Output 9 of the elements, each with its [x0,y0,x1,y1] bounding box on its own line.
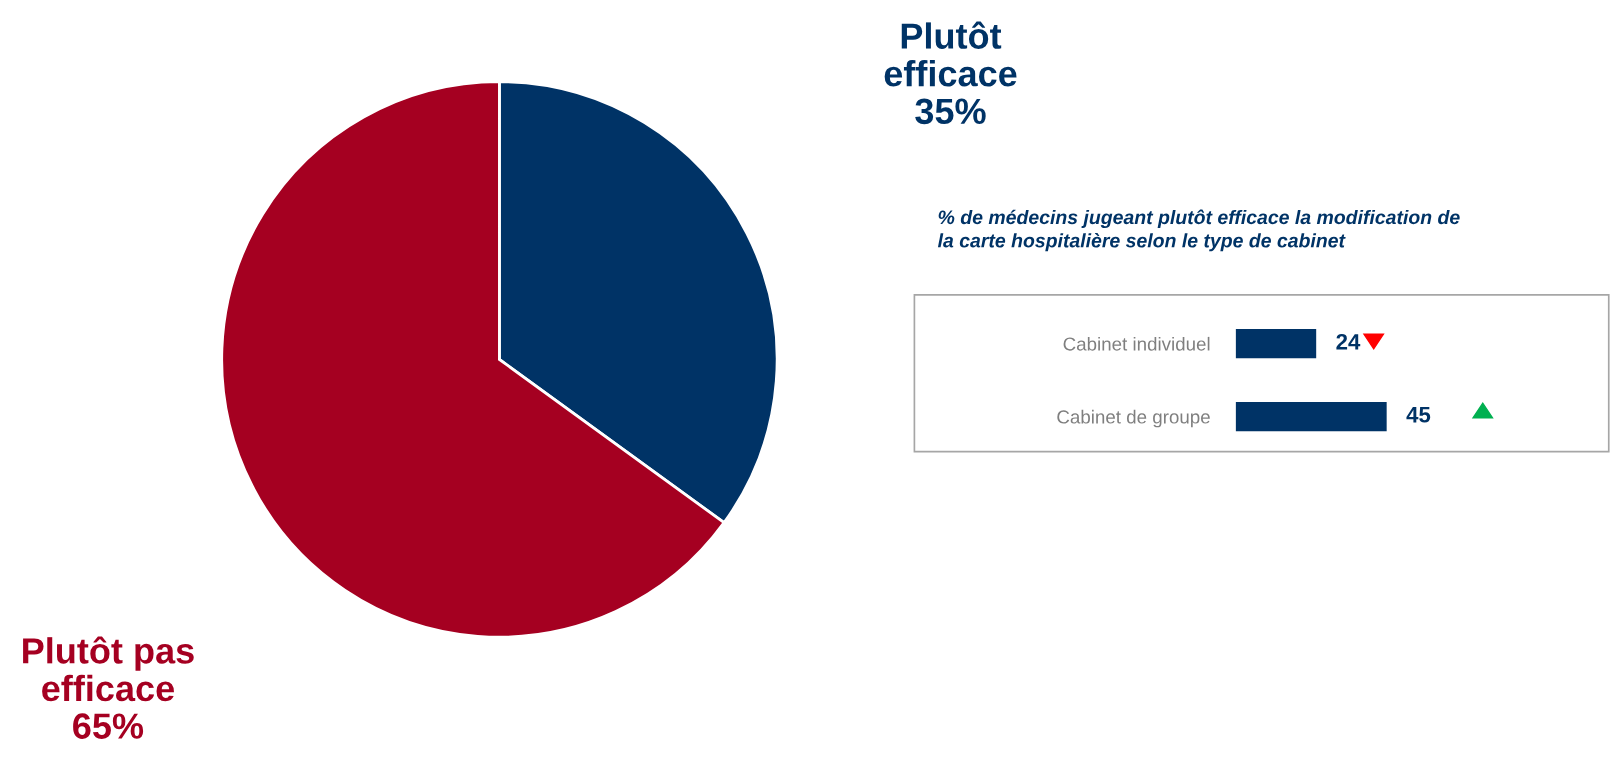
chart-title: % de médecins jugeant plutôt efficace la modification de la carte hospitalière selon le type de cabinet [937,209,1460,252]
slice-label: Plutôt pas efficace [23,636,194,702]
data-label: 35% [915,98,986,125]
data-label: 24 [1336,333,1361,350]
data-label: 65% [73,713,144,739]
slice-label: Plutôt efficace [884,21,1017,87]
y-tick-label: Cabinet de groupe [1057,409,1210,428]
data-label: 45 [1406,407,1431,423]
y-tick-label: Cabinet individuel [1063,336,1210,351]
